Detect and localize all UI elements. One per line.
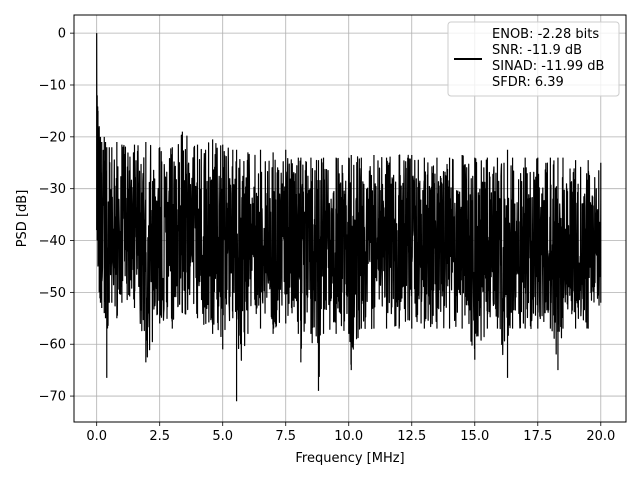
y-axis-label: PSD [dB] bbox=[15, 190, 30, 248]
y-tick-label: −40 bbox=[39, 234, 66, 249]
y-axis: 0 −10 −20 −30 −40 −50 −60 −70 bbox=[39, 27, 74, 405]
series-layer bbox=[96, 33, 602, 402]
legend-entry: SFDR: 6.39 bbox=[492, 75, 564, 90]
x-tick-label: 0.0 bbox=[86, 429, 107, 444]
plot-frame bbox=[73, 14, 627, 423]
x-tick-label: 20.0 bbox=[586, 429, 615, 444]
y-tick-label: −10 bbox=[39, 78, 66, 93]
y-tick-label: −60 bbox=[39, 338, 66, 353]
x-tick-label: 7.5 bbox=[275, 429, 296, 444]
y-tick-label: −20 bbox=[39, 130, 66, 145]
x-axis: 0.0 2.5 5.0 7.5 10.0 12.5 15.0 17.5 20.0 bbox=[86, 422, 615, 444]
x-tick-label: 5.0 bbox=[212, 429, 233, 444]
x-tick-label: 2.5 bbox=[149, 429, 170, 444]
x-axis-label: Frequency [MHz] bbox=[295, 451, 404, 466]
psd-series-line bbox=[96, 33, 602, 402]
legend-entry: SNR: -11.9 dB bbox=[492, 43, 582, 58]
y-tick-label: −50 bbox=[39, 286, 66, 301]
x-tick-label: 10.0 bbox=[334, 429, 363, 444]
legend-box bbox=[447, 21, 620, 97]
y-tick-label: −30 bbox=[39, 182, 66, 197]
x-tick-label: 17.5 bbox=[523, 429, 552, 444]
x-tick-label: 12.5 bbox=[397, 429, 426, 444]
legend-entry: SINAD: -11.99 dB bbox=[492, 59, 604, 74]
y-tick-label: 0 bbox=[58, 27, 66, 42]
y-tick-label: −70 bbox=[39, 390, 66, 405]
legend-entry: ENOB: -2.28 bits bbox=[492, 27, 599, 42]
x-tick-label: 15.0 bbox=[460, 429, 489, 444]
